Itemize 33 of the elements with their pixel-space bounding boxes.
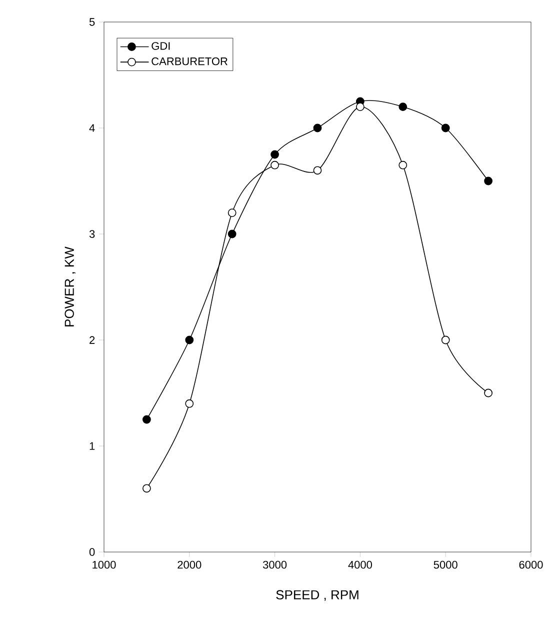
legend-label: GDI — [152, 42, 170, 50]
legend-label: CARBURETOR — [152, 57, 228, 66]
point — [356, 102, 364, 111]
x-tick-label: 5000 — [434, 560, 458, 569]
x-tick-label: 2000 — [178, 560, 202, 569]
y-tick-label: 5 — [89, 18, 95, 26]
point — [398, 160, 408, 170]
y-tick-label: 0 — [89, 548, 95, 556]
x-tick-label: 4000 — [348, 560, 372, 569]
point — [270, 160, 279, 170]
point — [142, 415, 151, 424]
x-tick-label: 1000 — [92, 560, 116, 569]
x-tick-label: 6000 — [519, 560, 543, 569]
x-axis-title: SPEED , RPM — [276, 590, 358, 601]
point — [313, 166, 322, 175]
point — [228, 230, 236, 238]
point — [484, 176, 492, 186]
point — [441, 336, 450, 344]
point — [270, 150, 279, 159]
point — [185, 336, 194, 344]
x-tick-label: 3000 — [262, 560, 287, 569]
point — [228, 208, 236, 217]
point — [185, 399, 194, 408]
point — [142, 484, 151, 493]
y-tick-label: 3 — [89, 230, 95, 238]
point — [441, 124, 450, 132]
point — [313, 124, 322, 132]
y-axis-title: POWER , KW — [64, 246, 76, 326]
y-tick-label: 1 — [90, 442, 95, 450]
point — [398, 102, 408, 111]
point — [484, 388, 492, 398]
y-tick-label: 2 — [90, 336, 95, 344]
y-tick-label: 4 — [89, 124, 95, 132]
